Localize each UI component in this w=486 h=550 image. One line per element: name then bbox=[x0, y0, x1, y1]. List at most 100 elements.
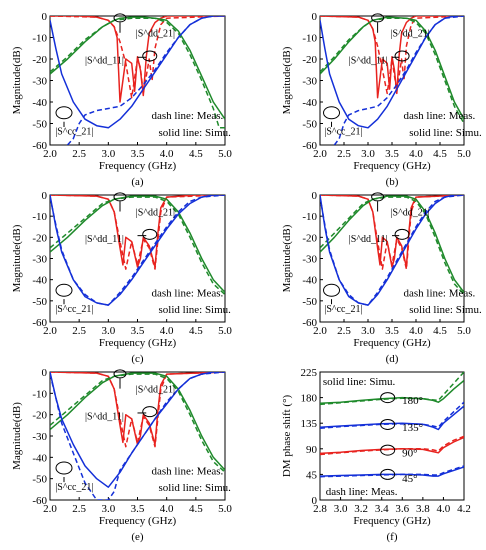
annotation-label: solid line: Simu. bbox=[159, 304, 232, 316]
y-tick-label: 135 bbox=[301, 418, 318, 430]
x-tick-label: 3.8 bbox=[416, 503, 430, 515]
series-line-green-dash bbox=[50, 196, 225, 296]
y-axis-label: Magnitude(dB) bbox=[11, 46, 23, 114]
series-line-green-solid bbox=[50, 195, 225, 293]
x-tick-label: 5.0 bbox=[218, 148, 232, 160]
x-tick-label: 5.0 bbox=[218, 503, 232, 515]
y-tick-label: -40 bbox=[302, 275, 317, 287]
series-line-green-solid bbox=[50, 372, 225, 471]
y-tick-label: -40 bbox=[302, 97, 317, 109]
annotation-label: 135° bbox=[402, 422, 423, 434]
annotation-circle bbox=[55, 106, 73, 120]
annotation-circle bbox=[113, 369, 127, 379]
x-tick-label: 3.6 bbox=[395, 503, 409, 515]
y-tick-label: -10 bbox=[32, 211, 47, 223]
x-tick-label: 2.0 bbox=[313, 148, 327, 160]
x-tick-label: 3.5 bbox=[385, 148, 399, 160]
y-tick-label: -50 bbox=[32, 474, 47, 486]
x-tick-label: 2.5 bbox=[337, 148, 351, 160]
y-tick-label: 0 bbox=[312, 495, 318, 507]
annotation-label: |S^cc_21| bbox=[324, 304, 362, 315]
y-tick-label: 90 bbox=[306, 444, 318, 456]
x-tick-label: 2.0 bbox=[43, 325, 57, 337]
series-line-red-dash bbox=[320, 16, 464, 95]
x-tick-label: 3.5 bbox=[131, 503, 145, 515]
x-tick-label: 4.5 bbox=[189, 325, 203, 337]
annotation-circle bbox=[142, 228, 158, 240]
series-line-green-dash bbox=[320, 196, 464, 296]
chart-panel-a: 2.0 2.5 3.0 3.5 4.0 4.5 5.0 0 -10 -20 -30 -40 -50 -60… bbox=[11, 11, 232, 188]
x-axis-label: Frequency (GHz) bbox=[99, 160, 177, 172]
y-axis-label: Magnitude(dB) bbox=[281, 224, 293, 292]
panel-caption: (a) bbox=[131, 176, 144, 188]
x-tick-label: 4.5 bbox=[189, 148, 203, 160]
series-line-green-solid bbox=[50, 16, 225, 120]
annotation-circle bbox=[371, 13, 385, 23]
x-tick-label: 2.5 bbox=[72, 148, 86, 160]
y-tick-label: 0 bbox=[312, 190, 318, 202]
y-tick-label: -50 bbox=[302, 119, 317, 131]
x-tick-label: 4.5 bbox=[433, 325, 447, 337]
annotation-label: |S^dd_21| bbox=[136, 29, 175, 40]
annotation-circle bbox=[323, 106, 341, 120]
annotation-circle bbox=[55, 283, 73, 297]
x-tick-label: 3.0 bbox=[334, 503, 348, 515]
series-line-blue-dash bbox=[320, 465, 464, 478]
x-tick-label: 4.0 bbox=[160, 148, 174, 160]
x-tick-label: 4.0 bbox=[160, 325, 174, 337]
y-tick-label: -60 bbox=[302, 317, 317, 329]
series-line-blue-dash bbox=[66, 16, 225, 145]
y-tick-label: -40 bbox=[32, 452, 47, 464]
panel-caption: (e) bbox=[131, 531, 144, 543]
annotation-label: solid line: Simu. bbox=[409, 304, 482, 316]
series-line-red-solid bbox=[320, 436, 464, 455]
x-tick-label: 4.5 bbox=[189, 503, 203, 515]
series-line-blue-dash bbox=[50, 372, 225, 500]
x-tick-label: 4.0 bbox=[160, 503, 174, 515]
x-tick-label: 2.5 bbox=[337, 325, 351, 337]
x-tick-label: 3.5 bbox=[385, 325, 399, 337]
series-line-red-dash bbox=[50, 16, 225, 99]
x-tick-label: 3.0 bbox=[361, 325, 375, 337]
series-line-blue-solid bbox=[320, 405, 464, 431]
y-tick-label: -20 bbox=[302, 232, 317, 244]
chart-panel-e: 2.0 2.5 3.0 3.5 4.0 4.5 5.0 0 -10 -20 -30 -40 -50 -60… bbox=[11, 367, 232, 543]
series-line-green-dash bbox=[50, 373, 225, 473]
annotation-circle bbox=[371, 192, 385, 202]
y-tick-label: -40 bbox=[32, 97, 47, 109]
annotation-circle bbox=[142, 406, 158, 418]
series-group bbox=[320, 372, 464, 478]
y-tick-label: -30 bbox=[302, 254, 317, 266]
y-tick-label: 0 bbox=[312, 11, 318, 23]
annotation-label: solid line: Simu. bbox=[323, 376, 396, 388]
y-axis-label: Magnitude(dB) bbox=[281, 46, 293, 114]
series-line-red-dash bbox=[50, 195, 225, 270]
series-line-blue-dash bbox=[333, 16, 464, 145]
annotation-label: |S^dd_11| bbox=[85, 56, 124, 67]
annotation-label: 180° bbox=[402, 395, 423, 407]
y-tick-label: -30 bbox=[32, 431, 47, 443]
y-tick-label: -20 bbox=[302, 54, 317, 66]
x-tick-label: 2.0 bbox=[43, 503, 57, 515]
y-tick-label: -20 bbox=[32, 410, 47, 422]
series-line-green-solid bbox=[320, 195, 464, 293]
x-tick-label: 3.5 bbox=[131, 325, 145, 337]
annotation-label: 90° bbox=[402, 447, 417, 459]
y-tick-label: -10 bbox=[302, 33, 317, 45]
panel-caption: (f) bbox=[387, 531, 398, 543]
x-tick-label: 4.2 bbox=[457, 503, 471, 515]
annotation-label: dash line: Meas. bbox=[152, 288, 224, 300]
series-line-red-dash bbox=[50, 372, 225, 448]
y-tick-label: -60 bbox=[32, 495, 47, 507]
y-tick-label: -10 bbox=[302, 211, 317, 223]
y-axis-label: DM phase shift (°) bbox=[281, 395, 293, 478]
chart-panel-f: 2.8 3.0 3.2 3.4 3.6 3.8 4.0 4.2 225 180 135 90 45 0 Fr… bbox=[281, 367, 471, 543]
x-tick-label: 5.0 bbox=[457, 148, 471, 160]
annotation-label: |S^dd_21| bbox=[391, 29, 430, 40]
series-line-red-solid bbox=[50, 372, 225, 446]
annotation-label: |S^dd_11| bbox=[85, 411, 124, 422]
x-tick-label: 2.5 bbox=[72, 325, 86, 337]
annotation-circle bbox=[323, 283, 341, 297]
y-tick-label: -10 bbox=[32, 33, 47, 45]
x-tick-label: 4.0 bbox=[409, 148, 423, 160]
